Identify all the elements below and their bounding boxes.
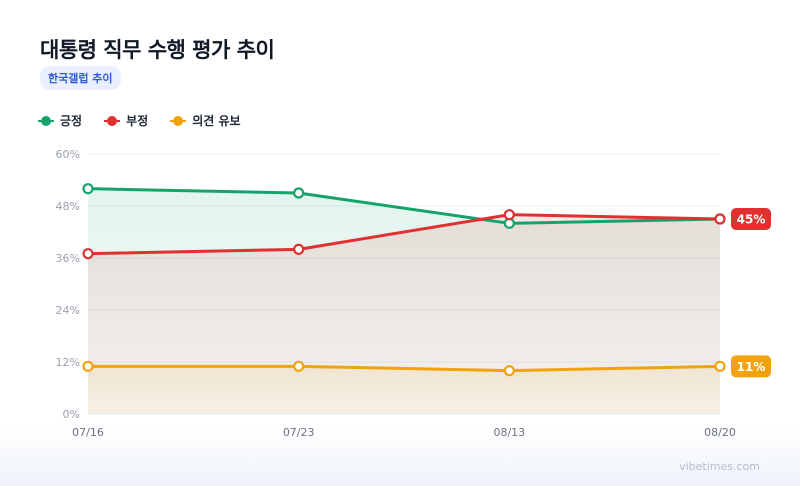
data-point [714, 360, 726, 372]
series-area-1 [88, 214, 720, 414]
end-value-label: 11% [737, 360, 766, 374]
series-line-0 [86, 187, 722, 225]
x-tick-label: 07/16 [72, 426, 104, 439]
end-value-label: 45% [737, 213, 766, 227]
x-tick-label: 08/20 [704, 426, 736, 439]
legend-item-negative[interactable]: 부정 [104, 112, 148, 129]
x-tick-label: 07/23 [283, 426, 315, 439]
y-tick-label: 36% [56, 252, 80, 265]
legend-marker-icon [170, 115, 187, 126]
source-badge: 한국갤럽 추이 [40, 66, 121, 90]
data-point [293, 187, 305, 199]
end-value-badge [731, 355, 771, 378]
data-point [82, 360, 94, 372]
chart-title: 대통령 직무 수행 평가 추이 [40, 38, 275, 62]
y-tick-label: 48% [56, 200, 80, 213]
legend-item-positive[interactable]: 긍정 [38, 112, 82, 129]
data-point [293, 243, 305, 255]
end-value-badge [731, 208, 771, 230]
legend: 긍정 부정 의견 유보 [38, 112, 241, 129]
series-line-2 [86, 364, 722, 373]
y-tick-label: 60% [56, 148, 80, 161]
watermark: vibetimes.com [679, 460, 760, 473]
y-tick-label: 0% [63, 408, 80, 421]
series-line-1 [86, 213, 722, 256]
series-area-2 [88, 366, 720, 414]
y-tick-label: 12% [56, 356, 80, 369]
data-point [714, 213, 726, 225]
legend-label: 의견 유보 [192, 114, 241, 128]
y-tick-label: 24% [56, 304, 80, 317]
legend-marker-icon [104, 115, 121, 126]
x-tick-label: 08/13 [493, 426, 525, 439]
legend-marker-icon [38, 115, 54, 126]
data-point [82, 248, 94, 260]
data-point [503, 365, 515, 377]
legend-label: 부정 [126, 114, 149, 128]
data-point [82, 183, 94, 195]
data-point [293, 360, 305, 372]
data-point [503, 209, 515, 221]
legend-label: 긍정 [60, 114, 83, 128]
legend-item-reserved[interactable]: 의견 유보 [170, 112, 241, 129]
